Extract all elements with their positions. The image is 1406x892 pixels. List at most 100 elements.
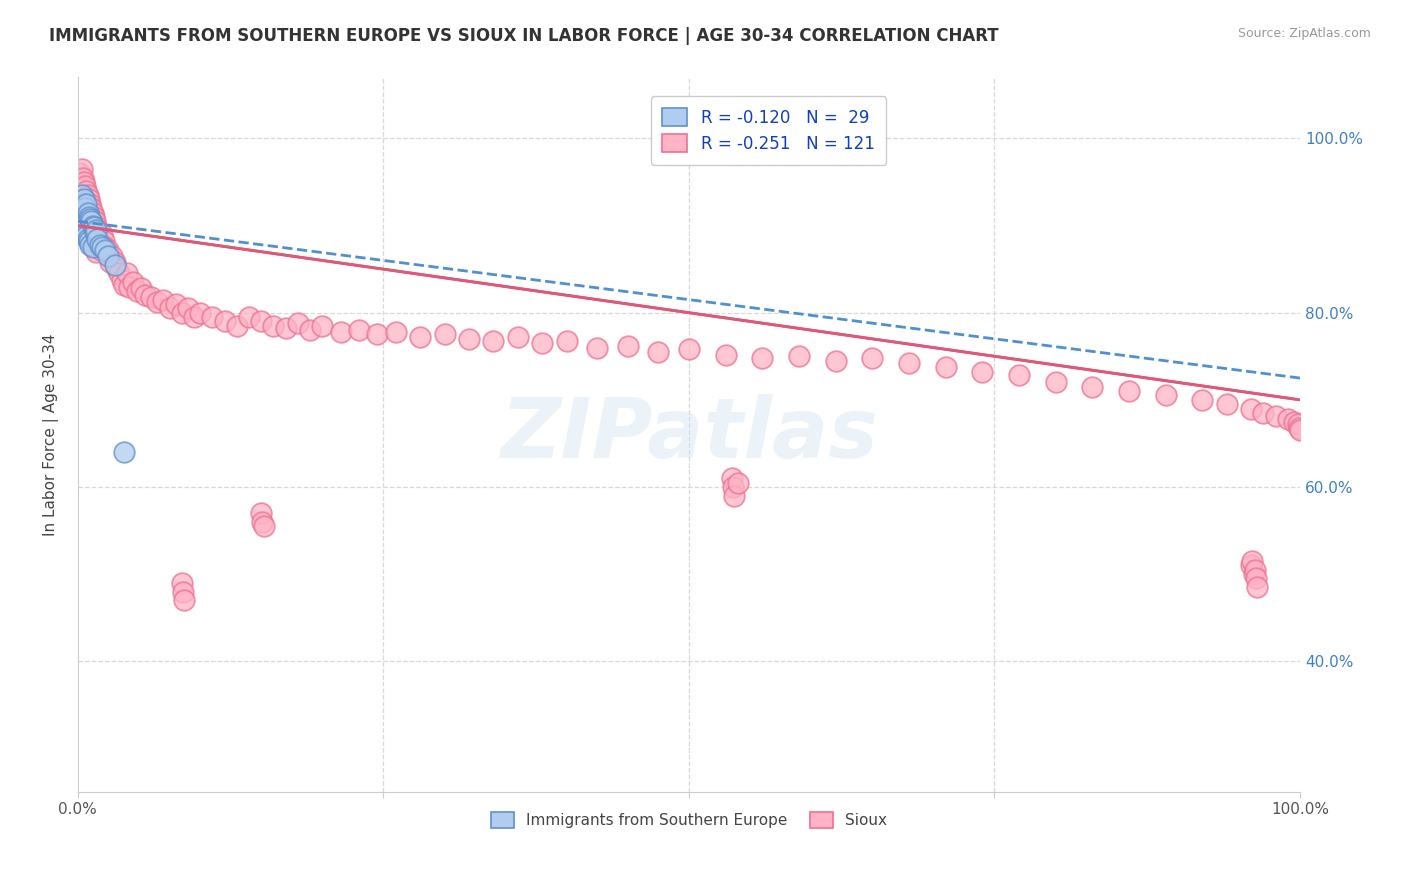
Point	[76, 232, 98, 246]
Point	[87, 232, 110, 246]
Point	[97, 249, 120, 263]
Point	[76, 205, 98, 219]
Point	[75, 210, 97, 224]
Point	[1081, 380, 1104, 394]
Point	[70, 193, 93, 207]
Text: IMMIGRANTS FROM SOUTHERN EUROPE VS SIOUX IN LABOR FORCE | AGE 30-34 CORRELATION : IMMIGRANTS FROM SOUTHERN EUROPE VS SIOUX…	[49, 27, 998, 45]
Point	[347, 323, 370, 337]
Point	[225, 318, 247, 333]
Point	[252, 515, 274, 529]
Point	[97, 243, 120, 257]
Point	[1215, 397, 1237, 411]
Point	[118, 279, 141, 293]
Point	[723, 489, 745, 503]
Point	[84, 223, 107, 237]
Point	[79, 227, 101, 242]
Point	[214, 314, 236, 328]
Point	[1240, 558, 1263, 573]
Point	[72, 196, 94, 211]
Point	[1244, 572, 1267, 586]
Point	[299, 323, 322, 337]
Point	[96, 246, 118, 260]
Point	[183, 310, 205, 324]
Point	[824, 353, 846, 368]
Point	[165, 297, 187, 311]
Point	[115, 267, 138, 281]
Point	[721, 480, 744, 494]
Point	[93, 234, 115, 248]
Point	[433, 327, 456, 342]
Point	[555, 334, 578, 348]
Point	[82, 205, 104, 219]
Point	[727, 475, 749, 490]
Point	[146, 295, 169, 310]
Point	[103, 258, 125, 272]
Point	[935, 359, 957, 374]
Point	[70, 161, 93, 176]
Point	[250, 506, 273, 520]
Point	[482, 334, 505, 348]
Point	[75, 229, 97, 244]
Point	[75, 184, 97, 198]
Point	[84, 225, 107, 239]
Point	[1277, 412, 1299, 426]
Point	[897, 356, 920, 370]
Point	[678, 343, 700, 357]
Point	[121, 275, 143, 289]
Point	[73, 223, 96, 237]
Point	[177, 301, 200, 316]
Point	[98, 255, 121, 269]
Point	[172, 584, 194, 599]
Point	[77, 193, 100, 207]
Point	[103, 255, 125, 269]
Point	[77, 223, 100, 237]
Point	[86, 223, 108, 237]
Point	[1289, 423, 1312, 437]
Y-axis label: In Labor Force | Age 30-34: In Labor Force | Age 30-34	[44, 334, 59, 536]
Point	[860, 351, 883, 365]
Point	[1243, 563, 1265, 577]
Point	[70, 188, 93, 202]
Point	[366, 327, 388, 342]
Point	[1286, 417, 1309, 432]
Point	[82, 240, 104, 254]
Point	[94, 240, 117, 254]
Point	[112, 445, 135, 459]
Point	[90, 243, 112, 257]
Point	[787, 349, 810, 363]
Point	[86, 232, 108, 246]
Point	[67, 166, 90, 180]
Point	[76, 219, 98, 233]
Point	[720, 471, 742, 485]
Point	[384, 325, 406, 339]
Point	[329, 325, 352, 339]
Point	[84, 219, 107, 233]
Point	[76, 188, 98, 202]
Point	[77, 234, 100, 248]
Point	[72, 170, 94, 185]
Point	[506, 330, 529, 344]
Point	[111, 272, 134, 286]
Point	[73, 193, 96, 207]
Point	[1045, 376, 1067, 390]
Point	[311, 318, 333, 333]
Point	[94, 243, 117, 257]
Point	[72, 214, 94, 228]
Point	[1191, 392, 1213, 407]
Point	[141, 290, 163, 304]
Point	[105, 262, 128, 277]
Point	[89, 237, 111, 252]
Point	[1246, 580, 1268, 594]
Point	[1243, 567, 1265, 582]
Point	[1240, 401, 1263, 416]
Point	[262, 318, 284, 333]
Text: Source: ZipAtlas.com: Source: ZipAtlas.com	[1237, 27, 1371, 40]
Point	[201, 310, 224, 324]
Point	[82, 219, 104, 233]
Point	[159, 301, 181, 316]
Point	[1241, 554, 1264, 568]
Point	[1282, 415, 1305, 429]
Point	[1118, 384, 1140, 398]
Point	[274, 321, 297, 335]
Point	[751, 351, 773, 365]
